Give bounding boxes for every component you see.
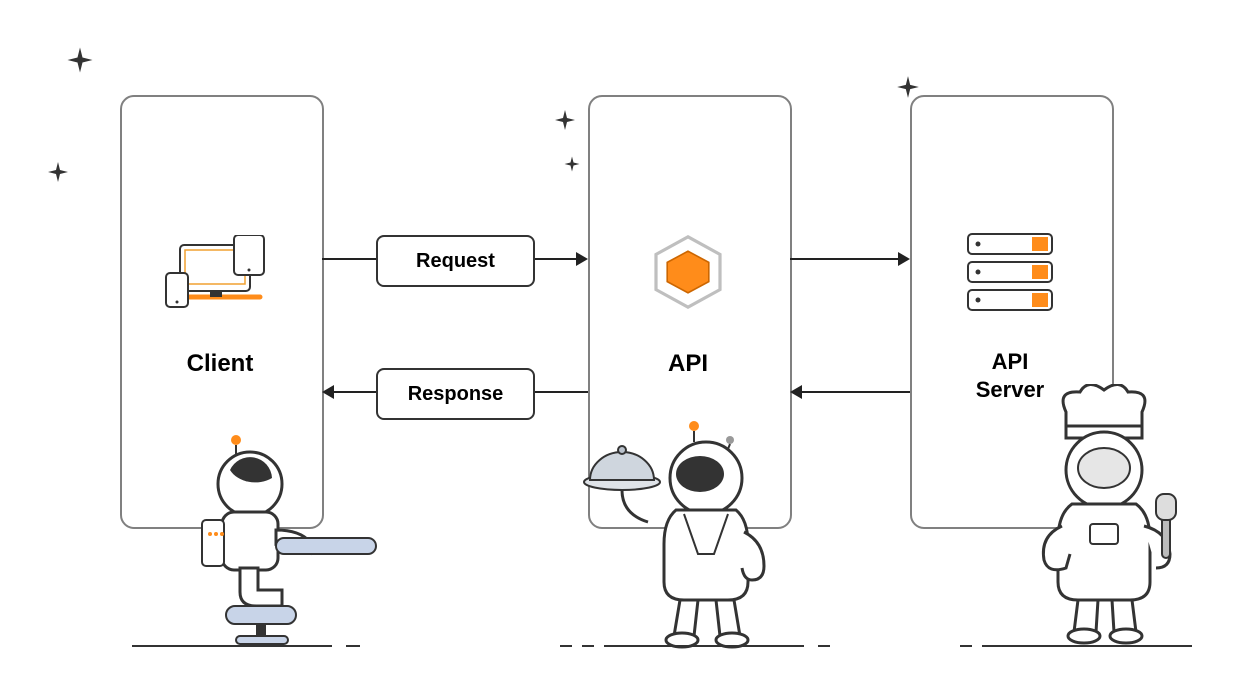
- astronaut-waiter-icon: [576, 404, 796, 654]
- api-to-server-head: [898, 252, 910, 266]
- server-to-api-head: [790, 385, 802, 399]
- server-stack-icon: [960, 228, 1060, 318]
- ground-line: [604, 645, 804, 647]
- server-to-api-line: [802, 391, 910, 393]
- client-title: Client: [120, 350, 320, 378]
- ground-dash: [960, 645, 972, 647]
- sparkle-icon: [65, 45, 95, 75]
- ground-dash: [346, 645, 360, 647]
- diagram-stage: Client API API Server Request Response: [0, 0, 1259, 700]
- request-arrow-head: [576, 252, 588, 266]
- astronaut-client-icon: [180, 430, 390, 650]
- request-label-box: Request: [376, 235, 535, 287]
- request-label: Request: [416, 250, 495, 273]
- ground-dash: [582, 645, 594, 647]
- ground-line: [132, 645, 332, 647]
- ground-line: [982, 645, 1192, 647]
- response-label: Response: [408, 383, 504, 406]
- sparkle-icon: [553, 108, 577, 132]
- sparkle-icon: [563, 155, 581, 173]
- sparkle-icon: [46, 160, 70, 184]
- api-hexagon-icon: [648, 232, 728, 312]
- ground-dash: [560, 645, 572, 647]
- response-arrow-head: [322, 385, 334, 399]
- astronaut-chef-icon: [1002, 384, 1202, 649]
- api-to-server-line: [790, 258, 898, 260]
- response-label-box: Response: [376, 368, 535, 420]
- api-title: API: [588, 350, 788, 378]
- client-devices-icon: [160, 235, 280, 325]
- ground-dash: [818, 645, 830, 647]
